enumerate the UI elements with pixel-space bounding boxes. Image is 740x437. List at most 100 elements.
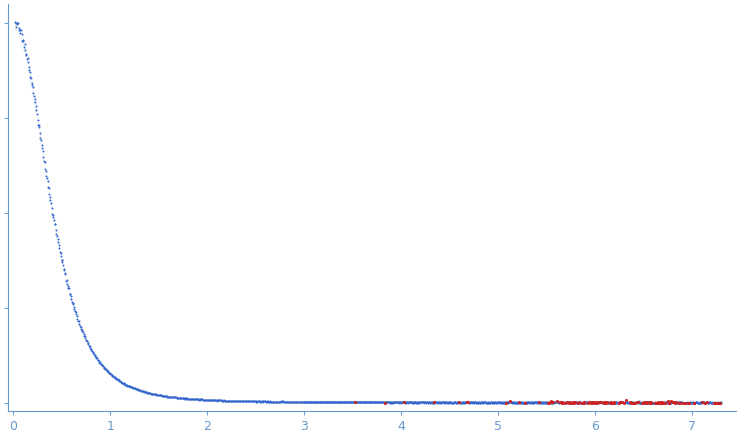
Point <box>188 396 200 403</box>
Point <box>417 399 428 406</box>
Point <box>636 399 648 406</box>
Point <box>273 398 285 405</box>
Point <box>329 399 341 406</box>
Point <box>480 399 492 406</box>
Point <box>647 399 659 406</box>
Point <box>124 383 136 390</box>
Point <box>497 399 509 406</box>
Point <box>654 399 666 406</box>
Point <box>174 394 186 401</box>
Point <box>306 399 317 406</box>
Point <box>204 396 216 403</box>
Point <box>662 399 673 406</box>
Point <box>667 399 679 406</box>
Point <box>522 399 534 406</box>
Point <box>388 399 400 406</box>
Point <box>645 399 656 406</box>
Point <box>574 399 585 406</box>
Point <box>482 399 494 406</box>
Point <box>348 399 360 406</box>
Point <box>21 51 33 58</box>
Point <box>320 399 332 406</box>
Point <box>130 385 141 392</box>
Point <box>137 388 149 395</box>
Point <box>674 399 686 406</box>
Point <box>513 398 525 405</box>
Point <box>429 399 441 406</box>
Point <box>431 399 443 406</box>
Point <box>670 399 682 406</box>
Point <box>392 399 404 406</box>
Point <box>544 399 556 406</box>
Point <box>192 396 204 403</box>
Point <box>419 399 431 406</box>
Point <box>459 399 471 406</box>
Point <box>211 397 223 404</box>
Point <box>420 399 431 406</box>
Point <box>227 397 239 404</box>
Point <box>343 399 354 406</box>
Point <box>650 399 662 406</box>
Point <box>593 399 605 406</box>
Point <box>696 399 708 406</box>
Point <box>30 102 41 109</box>
Point <box>23 63 35 70</box>
Point <box>602 399 613 406</box>
Point <box>145 390 157 397</box>
Point <box>676 399 688 406</box>
Point <box>323 399 334 406</box>
Point <box>181 395 192 402</box>
Point <box>640 399 652 406</box>
Point <box>435 399 447 406</box>
Point <box>646 399 658 406</box>
Point <box>286 399 297 406</box>
Point <box>80 337 92 344</box>
Point <box>334 399 346 406</box>
Point <box>517 399 529 406</box>
Point <box>251 398 263 405</box>
Point <box>387 399 399 406</box>
Point <box>229 398 241 405</box>
Point <box>531 399 543 406</box>
Point <box>444 399 456 406</box>
Point <box>691 399 703 406</box>
Point <box>477 399 488 406</box>
Point <box>591 399 602 406</box>
Point <box>34 130 46 137</box>
Point <box>397 399 408 406</box>
Point <box>545 399 556 406</box>
Point <box>193 396 205 403</box>
Point <box>300 398 312 405</box>
Point <box>625 399 637 406</box>
Point <box>616 399 628 406</box>
Point <box>524 399 536 406</box>
Point <box>329 399 340 406</box>
Point <box>610 399 622 406</box>
Point <box>596 399 608 406</box>
Point <box>545 397 557 404</box>
Point <box>67 300 79 307</box>
Point <box>599 399 611 406</box>
Point <box>290 398 302 405</box>
Point <box>520 399 532 406</box>
Point <box>391 399 403 406</box>
Point <box>691 399 703 406</box>
Point <box>594 398 606 405</box>
Point <box>253 398 265 405</box>
Point <box>323 399 335 406</box>
Point <box>345 399 357 406</box>
Point <box>700 399 712 406</box>
Point <box>141 389 152 396</box>
Point <box>512 399 524 406</box>
Point <box>319 399 331 406</box>
Point <box>135 388 147 395</box>
Point <box>619 399 630 406</box>
Point <box>451 399 462 406</box>
Point <box>393 399 405 406</box>
Point <box>584 399 596 406</box>
Point <box>460 399 471 406</box>
Point <box>269 398 281 405</box>
Point <box>385 399 397 406</box>
Point <box>10 19 22 26</box>
Point <box>12 20 24 27</box>
